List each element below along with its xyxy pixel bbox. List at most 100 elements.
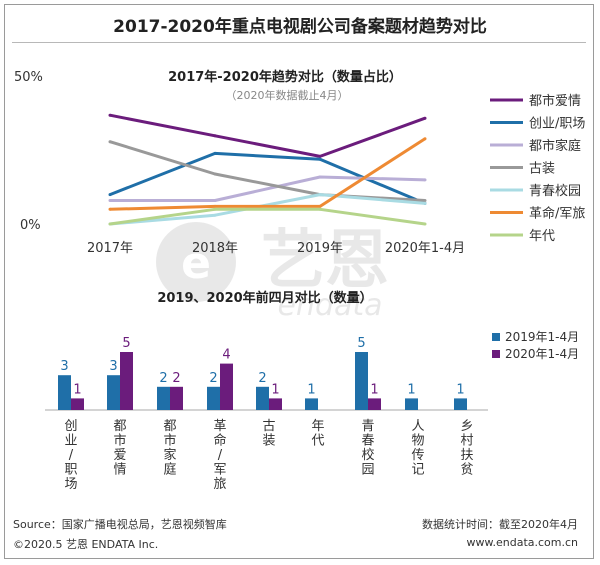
line-point-都市爱情-0	[108, 113, 112, 117]
bar-value-label-2020年1-4月-0: 1	[73, 382, 81, 397]
line-point-都市家庭-0	[108, 199, 112, 202]
bar-legend-swatch-1	[492, 350, 500, 358]
bar-value-label-2019年1-4月-2: 2	[159, 371, 167, 386]
line-point-都市家庭-2	[318, 175, 322, 179]
line-point-创业-职场-0	[108, 193, 112, 197]
bar-legend-label-1: 2020年1-4月	[505, 347, 579, 361]
watermark-logo: e 艺恩 endata	[156, 222, 389, 323]
bar-2020年1-4月-4	[269, 398, 282, 410]
line-legend-label-4: 青春校园	[529, 183, 581, 199]
page-title: 2017-2020年重点电视剧公司备案题材趋势对比	[113, 17, 487, 37]
line-point-青春校园-2	[318, 193, 322, 197]
line-legend-label-5: 革命/军旅	[529, 206, 585, 222]
y-tick-bottom: 0%	[20, 218, 41, 233]
line-series-年代	[109, 207, 426, 226]
line-point-年代-0	[108, 222, 112, 226]
svg-text:艺恩: 艺恩	[261, 224, 389, 298]
line-point-年代-2	[318, 207, 322, 211]
bar-value-label-2019年1-4月-7: 1	[407, 382, 415, 397]
footer-source: Source：国家广播电视总局，艺恩视频智库	[13, 518, 227, 531]
bar-2019年1-4月-5	[305, 398, 318, 410]
line-series-都市爱情	[109, 113, 426, 158]
line-point-革命-军旅-2	[318, 204, 322, 208]
line-legend-label-3: 古装	[529, 162, 555, 177]
bar-2020年1-4月-2	[170, 386, 183, 410]
bar-value-label-2019年1-4月-1: 3	[109, 359, 117, 374]
line-point-都市家庭-3	[423, 178, 427, 182]
bar-value-label-2020年1-4月-3: 4	[222, 348, 230, 363]
line-point-古装-1	[213, 172, 217, 176]
line-point-革命-军旅-3	[423, 137, 427, 141]
line-point-年代-3	[423, 222, 427, 226]
bar-value-label-2019年1-4月-0: 3	[60, 359, 68, 374]
line-point-创业-职场-2	[318, 157, 322, 161]
bar-2020年1-4月-0	[71, 398, 84, 410]
line-legend-label-0: 都市爱情	[529, 93, 581, 109]
bar-2019年1-4月-0	[58, 375, 71, 410]
line-legend-label-1: 创业/职场	[529, 117, 585, 132]
bar-legend-swatch-0	[492, 333, 500, 341]
bar-x-tick-4: 古装	[262, 419, 275, 449]
bar-x-tick-5: 年代	[311, 419, 324, 449]
footer-website: www.endata.com.cn	[466, 536, 579, 549]
bar-x-tick-labels: 创业/职场 都市爱情 都市家庭 革命/军旅 古装 年代 青春校园 人物传记 乡村扶贫	[64, 419, 473, 492]
bar-value-label-2020年1-4月-2: 2	[172, 371, 180, 386]
line-point-革命-军旅-0	[108, 207, 112, 211]
bar-2020年1-4月-6	[368, 398, 381, 410]
line-series-古装	[109, 140, 426, 202]
bar-x-tick-8: 乡村扶贫	[460, 419, 473, 478]
bar-legend-label-0: 2019年1-4月	[505, 330, 579, 344]
bar-value-label-2020年1-4月-4: 1	[271, 382, 279, 397]
bar-2019年1-4月-6	[355, 352, 368, 410]
line-series-都市家庭	[110, 175, 426, 202]
footer-copyright: ©2020.5 艺恩 ENDATA Inc.	[13, 538, 159, 551]
bar-x-tick-2: 都市家庭	[163, 419, 176, 478]
line-point-青春校园-1	[213, 213, 217, 217]
line-point-革命-军旅-1	[213, 204, 217, 208]
line-series-创业-职场	[109, 151, 426, 205]
bar-value-label-2019年1-4月-4: 2	[258, 371, 266, 386]
bar-x-tick-7: 人物传记	[411, 419, 424, 478]
line-x-tick-2: 2019年	[297, 241, 343, 256]
line-x-tick-0: 2017年	[87, 241, 133, 256]
bar-value-label-2020年1-4月-1: 5	[122, 336, 130, 351]
y-tick-top: 50%	[14, 70, 43, 85]
bar-chart-title: 2019、2020年前四月对比（数量）	[157, 290, 372, 306]
line-legend-label-6: 年代	[529, 229, 555, 244]
bar-2019年1-4月-1	[107, 375, 120, 410]
line-point-古装-0	[108, 140, 112, 144]
line-point-都市家庭-1	[213, 199, 217, 202]
footer-stat-time: 数据统计时间：截至2020年4月	[422, 518, 578, 531]
bar-value-label-2020年1-4月-6: 1	[370, 382, 378, 397]
title-divider	[12, 42, 586, 43]
svg-text:endata: endata	[277, 288, 382, 323]
bar-x-tick-3: 革命/军旅	[213, 419, 226, 492]
line-series-革命-军旅	[109, 137, 426, 211]
bar-2019年1-4月-8	[454, 398, 467, 410]
bar-2019年1-4月-4	[256, 386, 269, 410]
bar-x-tick-6: 青春校园	[361, 419, 374, 478]
line-point-都市爱情-3	[423, 116, 427, 120]
bar-2019年1-4月-3	[207, 386, 220, 410]
line-series-group	[108, 113, 427, 226]
chart-frame	[4, 4, 594, 559]
line-chart-title: 2017年-2020年趋势对比（数量占比）	[168, 69, 402, 85]
line-chart-subtitle: （2020年数据截止4月）	[226, 88, 349, 102]
line-x-tick-labels: 2017年 2018年 2019年 2020年1-4月	[87, 241, 465, 256]
bar-value-label-2019年1-4月-3: 2	[209, 371, 217, 386]
bar-2020年1-4月-1	[120, 352, 133, 410]
bar-value-label-2019年1-4月-6: 5	[357, 336, 365, 351]
line-point-青春校园-3	[423, 201, 427, 205]
bar-2020年1-4月-3	[220, 363, 233, 410]
line-x-tick-1: 2018年	[192, 241, 238, 256]
line-point-创业-职场-1	[213, 151, 217, 155]
line-point-古装-3	[423, 199, 427, 202]
bar-x-tick-0: 创业/职场	[64, 419, 77, 492]
line-legend-label-2: 都市家庭	[529, 138, 581, 154]
line-point-都市爱情-1	[213, 134, 217, 138]
bar-value-label-2019年1-4月-8: 1	[456, 382, 464, 397]
bar-legend: 2019年1-4月 2020年1-4月	[492, 330, 579, 361]
